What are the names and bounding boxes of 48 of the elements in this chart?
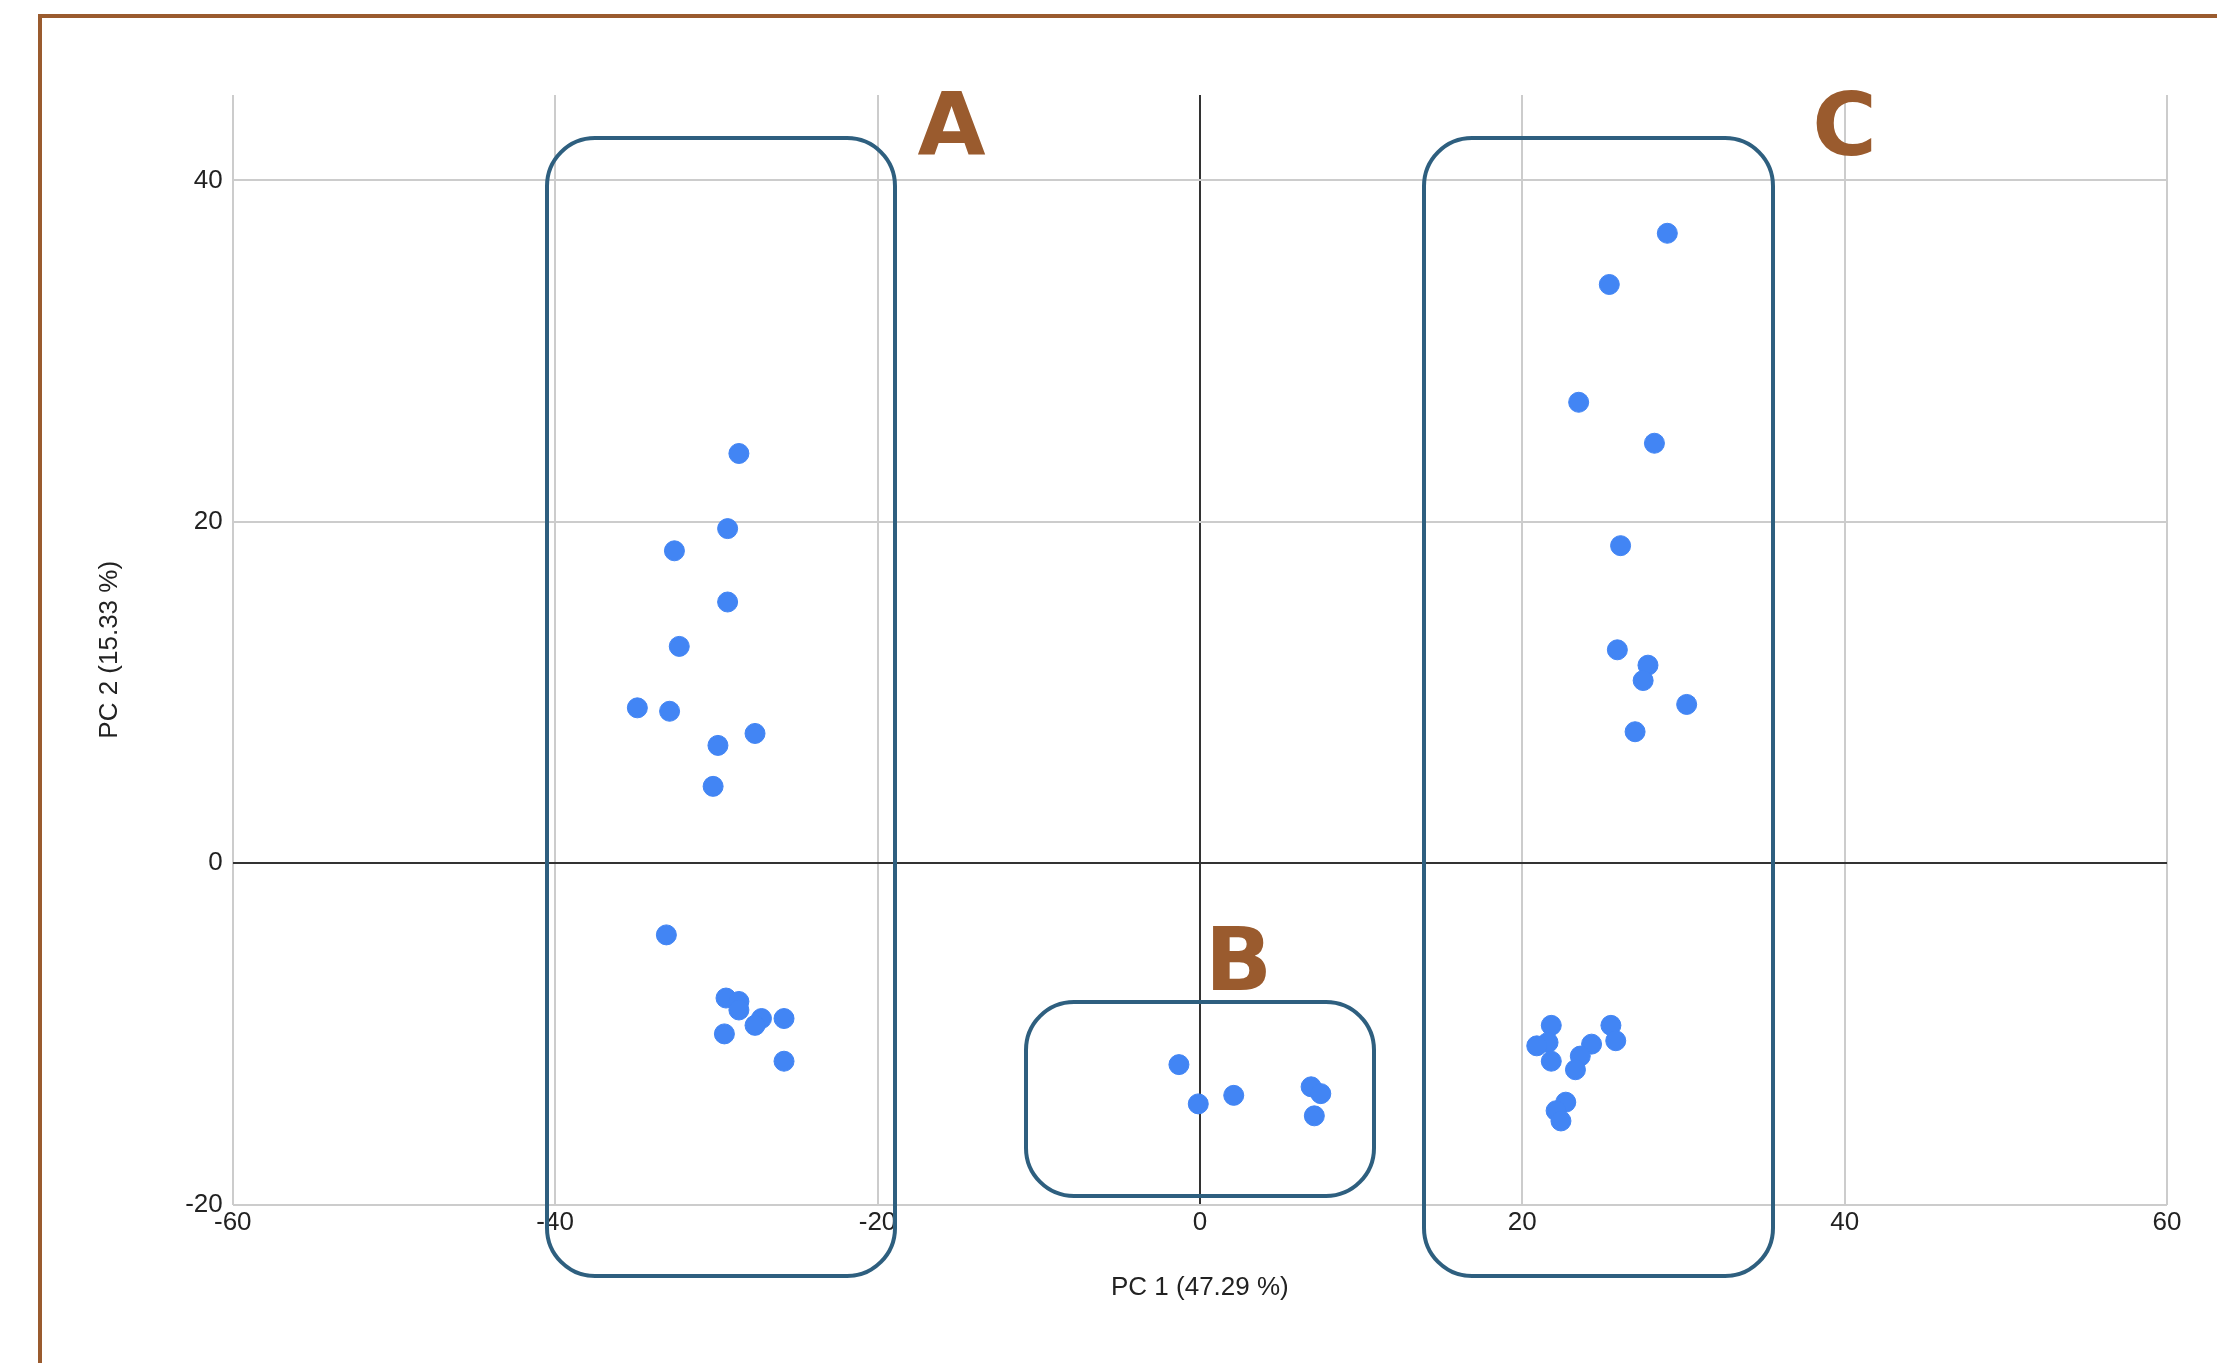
point	[1550, 1110, 1572, 1132]
point	[659, 700, 681, 722]
point	[1598, 273, 1620, 295]
point	[1643, 432, 1665, 454]
point	[668, 635, 690, 657]
y-axis-title: PC 2 (15.33 %)	[92, 560, 123, 739]
point	[1526, 1035, 1548, 1057]
point	[702, 775, 724, 797]
point	[773, 1050, 795, 1072]
annotation: A	[917, 73, 986, 177]
point	[1540, 1014, 1562, 1036]
point	[717, 591, 739, 613]
point	[1223, 1084, 1245, 1106]
y-tick-label: 0	[208, 846, 223, 877]
point	[1676, 693, 1698, 715]
point	[728, 442, 750, 464]
point	[1581, 1033, 1603, 1055]
point	[707, 734, 729, 756]
x-tick-label: 40	[1830, 1206, 1860, 1237]
point	[1568, 391, 1590, 413]
point	[1632, 670, 1654, 692]
point	[1540, 1050, 1562, 1072]
point	[1605, 1030, 1627, 1052]
x-axis-title: PC 1 (47.29 %)	[1111, 1270, 1289, 1301]
y-tick-label: 40	[193, 163, 223, 194]
point	[655, 924, 677, 946]
x-tick-label: 20	[1507, 1206, 1537, 1237]
point	[744, 722, 766, 744]
annotation: B	[1205, 908, 1273, 1012]
x-tick-label: 0	[1192, 1206, 1208, 1237]
point	[1303, 1105, 1325, 1127]
point	[744, 1014, 766, 1036]
point	[1310, 1083, 1332, 1105]
x-tick-label: 60	[2152, 1206, 2182, 1237]
point	[1187, 1093, 1209, 1115]
point	[626, 697, 648, 719]
annotation: C	[1812, 73, 1877, 177]
point	[663, 540, 685, 562]
point	[1624, 721, 1646, 743]
point	[1564, 1059, 1586, 1081]
point	[1168, 1054, 1190, 1076]
point	[1656, 222, 1678, 244]
point	[713, 1023, 735, 1045]
point	[717, 518, 739, 540]
point	[1610, 535, 1632, 557]
y-tick-label: 20	[193, 504, 223, 535]
point	[773, 1008, 795, 1030]
point	[1606, 639, 1628, 661]
